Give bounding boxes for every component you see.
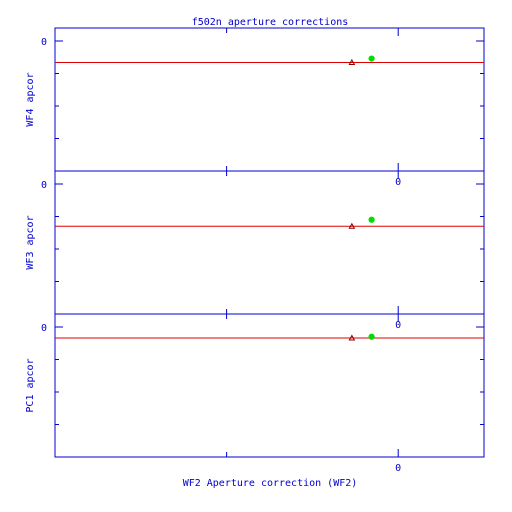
y-axis-label-pc1: PC1 apcor (25, 358, 36, 412)
panel-wf3: 0 0 WF3 apcor (25, 170, 485, 331)
data-point-circle (368, 333, 375, 340)
panel-frame (54, 313, 485, 458)
data-point-circle (368, 216, 375, 223)
panel-pc1: 0 0 PC1 apcor (25, 313, 485, 474)
data-point-triangle (348, 58, 356, 65)
y-axis-label-wf3: WF3 apcor (25, 215, 36, 269)
chart-title: f502n aperture corrections (192, 17, 349, 28)
panel-frame (54, 27, 485, 172)
x-tick-label: 0 (395, 177, 401, 188)
panel-wf4: 0 0 WF4 apcor (25, 27, 485, 188)
x-axis-label: WF2 Aperture correction (WF2) (183, 478, 358, 489)
data-point-triangle (348, 334, 356, 341)
y-tick-label: 0 (41, 37, 47, 48)
data-point-circle (368, 55, 375, 62)
x-tick-label: 0 (395, 463, 401, 474)
y-tick-label: 0 (41, 180, 47, 191)
y-tick-label: 0 (41, 323, 47, 334)
x-tick-label: 0 (395, 320, 401, 331)
data-point-triangle (348, 222, 356, 229)
panels: 0 0 WF4 apcor 0 0 WF3 apcor 0 0 PC1 apcor (25, 27, 485, 474)
panel-frame (54, 170, 485, 315)
y-axis-label-wf4: WF4 apcor (25, 72, 36, 126)
